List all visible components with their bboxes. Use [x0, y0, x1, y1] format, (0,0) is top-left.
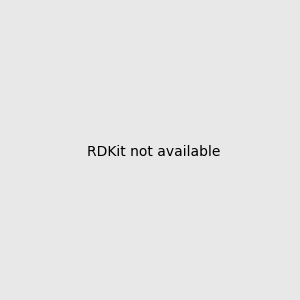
Text: RDKit not available: RDKit not available [87, 145, 220, 158]
